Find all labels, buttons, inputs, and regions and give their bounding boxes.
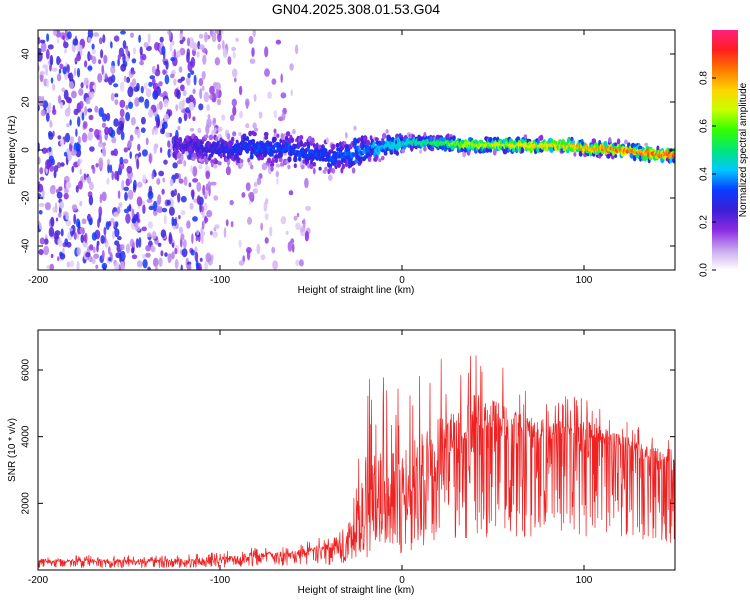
colorbar-tick-label: 0.2: [699, 215, 710, 229]
colorbar-tick-label: 0.0: [699, 263, 710, 277]
snr-panel: -200 -100 0 100 2000 4000 6000 Height of stra…: [7, 329, 676, 596]
snr-x-ticks: -200 -100 0 100: [28, 330, 593, 586]
spectrogram-y-ticks: -40 -20 0 20 40: [21, 48, 675, 253]
spectrogram-y-tick-label: 20: [21, 96, 32, 108]
spectrogram-y-label: Frequency (Hz): [7, 116, 18, 185]
colorbar-label: Normalized spectral amplitude: [738, 82, 749, 217]
snr-y-label: SNR (10 * v/v): [7, 418, 18, 482]
spectrogram-x-tick-label: -200: [28, 275, 48, 286]
spectrogram-ridge-layer: [172, 122, 675, 181]
snr-y-tick-label: 6000: [21, 358, 32, 381]
spectrogram-y-tick-label: 0: [21, 147, 32, 153]
spectrogram-x-ticks: -200 -100 0 100: [28, 30, 593, 286]
spectrogram-x-label: Height of straight line (km): [298, 285, 415, 296]
colorbar-ticks: 0.0 0.2 0.4 0.6 0.8: [699, 71, 716, 277]
chart-title: GN04.2025.308.01.53.G04: [272, 1, 440, 17]
snr-series-line: [38, 355, 675, 569]
snr-y-ticks: 2000 4000 6000: [21, 358, 675, 514]
spectrogram-noise-layer: [38, 30, 312, 270]
snr-x-tick-label: -200: [28, 575, 48, 586]
spectrogram-x-tick-label: 0: [399, 275, 405, 286]
snr-y-tick-label: 4000: [21, 425, 32, 448]
spectrogram-y-tick-label: -20: [21, 190, 32, 205]
snr-x-tick-label: 100: [576, 575, 593, 586]
colorbar: 0.0 0.2 0.4 0.6 0.8 Normalized spectral ampl…: [699, 30, 749, 277]
snr-x-label: Height of straight line (km): [298, 585, 415, 596]
snr-frame: [37, 329, 676, 571]
colorbar-gradient: [712, 30, 738, 270]
spectrogram-y-tick-label: -40: [21, 238, 32, 253]
spectrogram-x-tick-label: -100: [210, 275, 230, 286]
snr-x-tick-label: 0: [399, 575, 405, 586]
spectrogram-x-tick-label: 100: [576, 275, 593, 286]
snr-y-tick-label: 2000: [21, 492, 32, 515]
colorbar-tick-label: 0.6: [699, 119, 710, 133]
colorbar-tick-label: 0.4: [699, 167, 710, 181]
colorbar-tick-label: 0.8: [699, 71, 710, 85]
snr-x-tick-label: -100: [210, 575, 230, 586]
spectrogram-y-tick-label: 40: [21, 48, 32, 60]
